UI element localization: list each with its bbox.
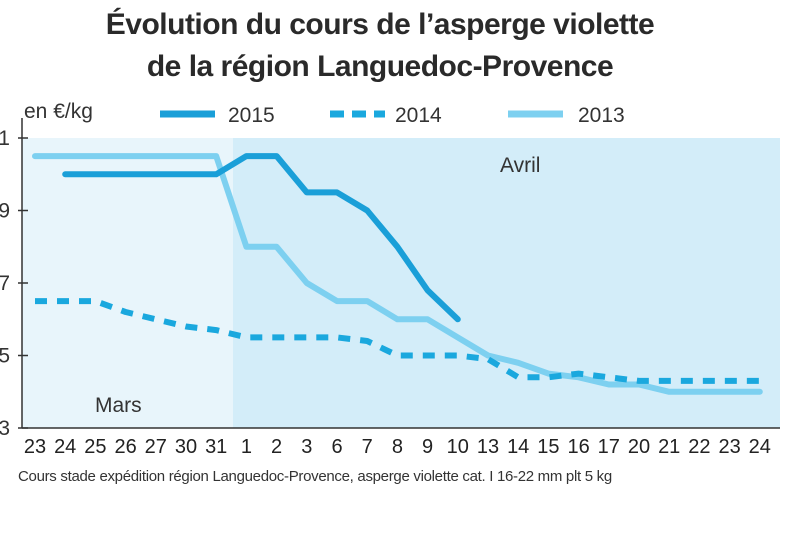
x-tick-label: 20 — [628, 436, 650, 458]
series-line-2014 — [35, 298, 760, 384]
month-label-avril: Avril — [500, 154, 540, 177]
y-tick-label: 7 — [0, 272, 10, 295]
x-tick-label: 24 — [54, 436, 76, 458]
y-tick-label: 3 — [0, 417, 10, 440]
x-tick-label: 10 — [447, 436, 469, 458]
x-tick-label: 17 — [598, 436, 620, 458]
x-tick-label: 3 — [301, 436, 312, 458]
x-tick-label: 24 — [749, 436, 771, 458]
chart-title: Évolution du cours de l’asperge violette — [105, 8, 655, 41]
y-tick-label: 5 — [0, 345, 10, 368]
x-tick-label: 13 — [477, 436, 499, 458]
x-tick-label: 22 — [688, 436, 710, 458]
y-tick-label: 11 — [0, 127, 10, 150]
x-tick-label: 21 — [658, 436, 680, 458]
x-tick-label: 8 — [392, 436, 403, 458]
footnote: Cours stade expédition région Languedoc-… — [18, 468, 612, 485]
legend-label-2014: 2014 — [395, 104, 442, 127]
x-tick-label: 31 — [205, 436, 227, 458]
chart-subtitle: de la région Languedoc-Provence — [146, 50, 614, 83]
x-tick-label: 25 — [84, 436, 106, 458]
x-tick-label: 14 — [507, 436, 529, 458]
series-line-2013 — [32, 153, 763, 395]
x-tick-label: 26 — [114, 436, 136, 458]
y-tick-label: 9 — [0, 200, 10, 223]
x-tick-label: 23 — [24, 436, 46, 458]
x-tick-label: 6 — [331, 436, 342, 458]
x-tick-label: 16 — [567, 436, 589, 458]
x-tick-label: 27 — [145, 436, 167, 458]
legend-label-2015: 2015 — [228, 104, 275, 127]
series-line-2015 — [62, 153, 461, 323]
legend-label-2013: 2013 — [578, 104, 625, 127]
y-axis-label: en €/kg — [24, 100, 93, 123]
x-tick-label: 7 — [362, 436, 373, 458]
x-tick-label: 23 — [718, 436, 740, 458]
x-tick-label: 30 — [175, 436, 197, 458]
month-label-mars: Mars — [95, 394, 142, 417]
x-tick-label: 9 — [422, 436, 433, 458]
x-tick-label: 15 — [537, 436, 559, 458]
avril-region — [233, 138, 780, 428]
x-tick-label: 1 — [241, 436, 252, 458]
x-tick-label: 2 — [271, 436, 282, 458]
